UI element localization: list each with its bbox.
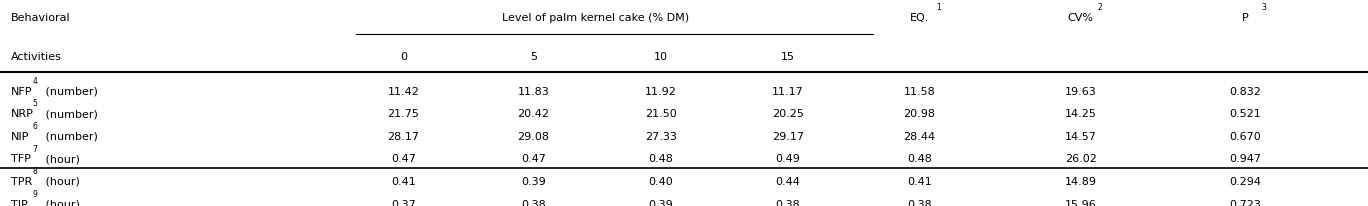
Text: (number): (number) xyxy=(42,87,97,96)
Text: (number): (number) xyxy=(42,131,97,141)
Text: 5: 5 xyxy=(33,99,37,108)
Text: 28.17: 28.17 xyxy=(387,131,420,141)
Text: 0.40: 0.40 xyxy=(648,176,673,186)
Text: 0.39: 0.39 xyxy=(521,176,546,186)
Text: 0.832: 0.832 xyxy=(1228,87,1261,96)
Text: 26.02: 26.02 xyxy=(1064,154,1097,164)
Text: 6: 6 xyxy=(33,121,37,130)
Text: 3: 3 xyxy=(1261,3,1267,12)
Text: 5: 5 xyxy=(529,52,538,62)
Text: CV%: CV% xyxy=(1067,13,1094,23)
Text: 11.83: 11.83 xyxy=(517,87,550,96)
Text: 0: 0 xyxy=(399,52,408,62)
Text: NIP: NIP xyxy=(11,131,29,141)
Text: TPR: TPR xyxy=(11,176,33,186)
Text: EQ.: EQ. xyxy=(910,13,929,23)
Text: 19.63: 19.63 xyxy=(1064,87,1097,96)
Text: 10: 10 xyxy=(654,52,668,62)
Text: 20.25: 20.25 xyxy=(772,109,804,119)
Text: (hour): (hour) xyxy=(42,199,79,206)
Text: 0.39: 0.39 xyxy=(648,199,673,206)
Text: 0.48: 0.48 xyxy=(648,154,673,164)
Text: 27.33: 27.33 xyxy=(644,131,677,141)
Text: 0.41: 0.41 xyxy=(907,176,932,186)
Text: P: P xyxy=(1242,13,1248,23)
Text: 29.17: 29.17 xyxy=(772,131,804,141)
Text: 9: 9 xyxy=(33,189,37,198)
Text: (hour): (hour) xyxy=(42,176,79,186)
Text: 0.670: 0.670 xyxy=(1228,131,1261,141)
Text: 21.50: 21.50 xyxy=(644,109,677,119)
Text: TFP: TFP xyxy=(11,154,31,164)
Text: (number): (number) xyxy=(42,109,97,119)
Text: 21.75: 21.75 xyxy=(387,109,420,119)
Text: 20.98: 20.98 xyxy=(903,109,936,119)
Text: 0.723: 0.723 xyxy=(1228,199,1261,206)
Text: Behavioral: Behavioral xyxy=(11,13,71,23)
Text: 11.42: 11.42 xyxy=(387,87,420,96)
Text: Activities: Activities xyxy=(11,52,62,62)
Text: 20.42: 20.42 xyxy=(517,109,550,119)
Text: (hour): (hour) xyxy=(42,154,79,164)
Text: 11.58: 11.58 xyxy=(903,87,936,96)
Text: 0.47: 0.47 xyxy=(391,154,416,164)
Text: 15: 15 xyxy=(781,52,795,62)
Text: NRP: NRP xyxy=(11,109,34,119)
Text: 0.947: 0.947 xyxy=(1228,154,1261,164)
Text: Level of palm kernel cake (% DM): Level of palm kernel cake (% DM) xyxy=(502,13,689,23)
Text: 0.38: 0.38 xyxy=(521,199,546,206)
Text: 0.48: 0.48 xyxy=(907,154,932,164)
Text: 0.38: 0.38 xyxy=(907,199,932,206)
Text: 11.17: 11.17 xyxy=(772,87,804,96)
Text: 15.96: 15.96 xyxy=(1064,199,1097,206)
Text: 0.49: 0.49 xyxy=(776,154,800,164)
Text: 8: 8 xyxy=(33,166,37,175)
Text: 11.92: 11.92 xyxy=(644,87,677,96)
Text: 29.08: 29.08 xyxy=(517,131,550,141)
Text: 14.89: 14.89 xyxy=(1064,176,1097,186)
Text: 0.41: 0.41 xyxy=(391,176,416,186)
Text: 14.25: 14.25 xyxy=(1064,109,1097,119)
Text: 0.294: 0.294 xyxy=(1228,176,1261,186)
Text: 4: 4 xyxy=(33,77,37,85)
Text: NFP: NFP xyxy=(11,87,33,96)
Text: 0.521: 0.521 xyxy=(1228,109,1261,119)
Text: 0.38: 0.38 xyxy=(776,199,800,206)
Text: 7: 7 xyxy=(33,144,37,153)
Text: 2: 2 xyxy=(1097,3,1101,12)
Text: 1: 1 xyxy=(936,3,940,12)
Text: 0.47: 0.47 xyxy=(521,154,546,164)
Text: 0.37: 0.37 xyxy=(391,199,416,206)
Text: 28.44: 28.44 xyxy=(903,131,936,141)
Text: 14.57: 14.57 xyxy=(1064,131,1097,141)
Text: 0.44: 0.44 xyxy=(776,176,800,186)
Text: TIP: TIP xyxy=(11,199,27,206)
